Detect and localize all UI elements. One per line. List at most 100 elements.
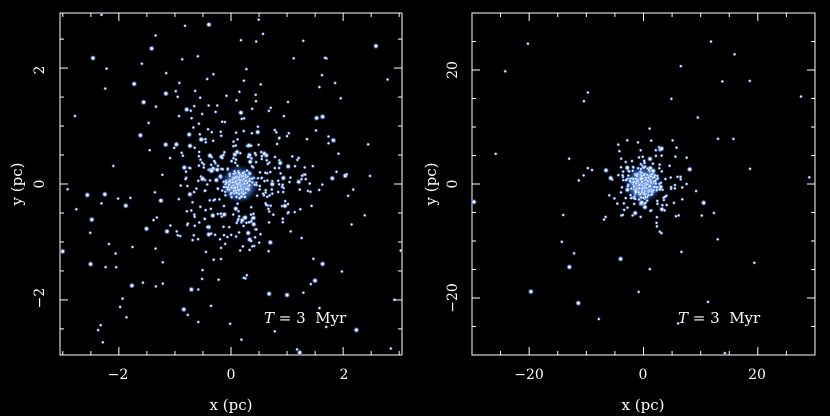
star-point-core	[219, 175, 221, 177]
star-point-core	[255, 228, 258, 231]
star-point-core	[318, 189, 321, 191]
star-point-core	[629, 180, 631, 182]
star-point-core	[637, 191, 640, 194]
star-point-core	[114, 252, 117, 255]
star-point-core	[215, 178, 218, 182]
star-point-core	[619, 257, 622, 261]
star-point-core	[341, 270, 343, 273]
star-point-core	[251, 181, 254, 184]
star-point-core	[281, 183, 284, 186]
star-point-core	[639, 216, 642, 218]
star-point-core	[250, 213, 252, 216]
star-point-core	[640, 175, 643, 177]
star-point-core	[679, 176, 682, 178]
star-point-core	[251, 108, 253, 110]
star-point-core	[197, 238, 199, 240]
star-point-core	[186, 210, 188, 213]
star-point-core	[245, 222, 248, 224]
star-point-core	[656, 216, 658, 218]
star-point-core	[242, 225, 245, 227]
star-point-core	[257, 144, 260, 146]
star-point-core	[161, 174, 164, 176]
star-point-core	[656, 203, 659, 205]
star-point-core	[650, 190, 653, 193]
star-point-core	[238, 197, 241, 199]
star-point-core	[648, 127, 651, 130]
star-point-core	[673, 202, 675, 204]
star-point-core	[608, 194, 611, 197]
star-point-core	[230, 192, 232, 194]
star-point-core	[238, 215, 240, 218]
star-point-core	[233, 177, 236, 179]
star-point-core	[240, 338, 243, 341]
star-point-core	[663, 199, 665, 201]
star-point-core	[668, 165, 671, 167]
star-point-core	[255, 161, 257, 163]
star-point-core	[103, 193, 107, 196]
star-point-core	[274, 330, 276, 333]
star-point-core	[733, 53, 736, 56]
star-point-core	[685, 183, 688, 185]
star-point-core	[232, 181, 234, 183]
star-point-core	[363, 214, 366, 217]
star-point-core	[165, 72, 167, 74]
star-point-core	[228, 173, 231, 175]
star-point-core	[587, 167, 589, 169]
star-point-core	[591, 169, 593, 171]
star-point-core	[623, 202, 625, 205]
star-point-core	[334, 82, 336, 84]
star-point-core	[185, 170, 187, 173]
annotation-symbol: T	[264, 309, 275, 327]
star-point-core	[210, 305, 212, 307]
star-point-core	[568, 265, 571, 269]
star-point-core	[634, 198, 637, 200]
star-point-core	[162, 282, 164, 285]
star-point-core	[369, 175, 371, 177]
star-point-core	[626, 188, 629, 192]
star-point-core	[150, 47, 153, 50]
star-point-core	[243, 277, 245, 279]
star-point-core	[199, 133, 201, 136]
star-point-core	[653, 186, 656, 188]
ticks-right	[471, 12, 816, 356]
star-point-core	[661, 170, 663, 173]
star-point-core	[264, 172, 267, 174]
star-point-core	[632, 166, 635, 169]
star-point-core	[800, 95, 802, 98]
star-point-core	[622, 179, 625, 181]
star-point-core	[221, 120, 223, 123]
star-point-core	[105, 67, 108, 70]
star-point-core	[142, 281, 144, 284]
star-point-core	[628, 170, 631, 173]
star-point-core	[268, 194, 271, 197]
star-point-core	[260, 158, 263, 160]
star-point-core	[529, 290, 533, 293]
star-point-core	[598, 318, 600, 320]
star-point-core	[243, 79, 245, 82]
star-point-core	[235, 196, 238, 198]
star-point-core	[655, 149, 657, 151]
star-point-core	[620, 191, 622, 194]
star-point-core	[257, 177, 259, 179]
star-point-core	[641, 188, 644, 190]
y-axis-label: y (pc)	[8, 163, 26, 207]
star-point-core	[243, 216, 247, 219]
star-point-core	[258, 241, 261, 244]
star-point-core	[236, 202, 239, 205]
star-point-core	[193, 147, 196, 149]
star-point-core	[176, 96, 179, 98]
star-point-core	[204, 218, 206, 220]
star-point-core	[288, 181, 291, 183]
star-point-core	[238, 91, 241, 93]
star-point-core	[239, 111, 243, 114]
star-point-core	[104, 266, 107, 268]
star-point-core	[289, 230, 292, 233]
star-point-core	[622, 170, 624, 173]
star-point-core	[257, 125, 259, 128]
star-point-core	[197, 55, 199, 58]
star-point-core	[306, 138, 308, 140]
star-point-core	[277, 179, 280, 182]
star-point-core	[253, 183, 256, 186]
star-point-core	[299, 188, 301, 191]
